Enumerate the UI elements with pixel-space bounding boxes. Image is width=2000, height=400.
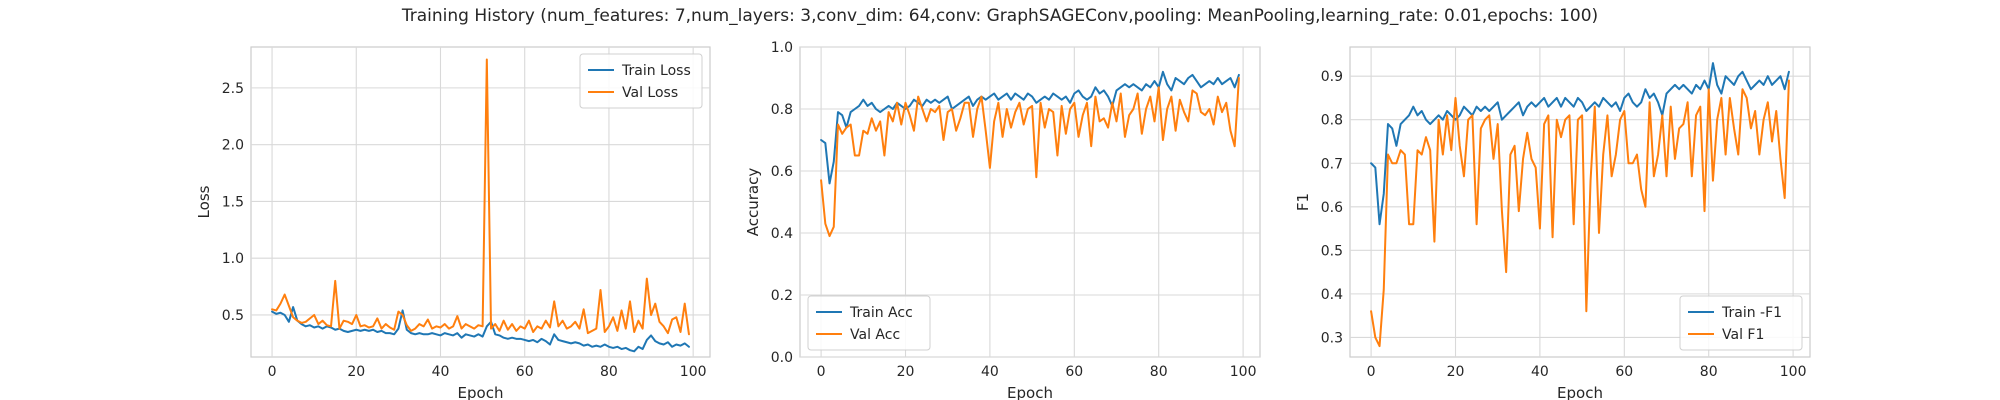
y-tick-label: 0.8 bbox=[771, 102, 793, 118]
legend-label: Train Loss bbox=[621, 63, 691, 79]
x-tick-label: 40 bbox=[981, 364, 999, 380]
x-axis-label: Epoch bbox=[1007, 384, 1053, 400]
y-tick-label: 2.5 bbox=[222, 81, 244, 97]
x-tick-label: 60 bbox=[516, 364, 534, 380]
series-line-train-loss bbox=[271, 306, 690, 353]
x-tick-label: 80 bbox=[1150, 364, 1168, 380]
y-tick-label: 0.5 bbox=[1321, 243, 1343, 259]
x-tick-label: 100 bbox=[680, 364, 707, 380]
legend-label: Train -F1 bbox=[1721, 305, 1782, 321]
legend-label: Train Acc bbox=[849, 305, 913, 321]
legend-box bbox=[1679, 295, 1803, 351]
chart-loss: 0 20 40 60 80 100 0.5 1.0 1.5 2.0 2.5 Epoch Loss Trai… bbox=[195, 46, 711, 400]
x-tick-label: 100 bbox=[1780, 364, 1807, 380]
charts-group: 0 20 40 60 80 100 0.5 1.0 1.5 2.0 2.5 Epoch Loss Trai… bbox=[195, 40, 1811, 400]
legend-label: Val Loss bbox=[622, 85, 678, 101]
y-axis-label: Accuracy bbox=[744, 168, 762, 237]
legend-label: Val F1 bbox=[1722, 327, 1764, 343]
x-tick-label: 0 bbox=[1367, 364, 1376, 380]
chart-f1: 0 20 40 60 80 100 0.3 0.4 0.5 0.6 0.7 0.8 0.9 Epoch F1… bbox=[1294, 46, 1811, 400]
legend: Train Acc Val Acc bbox=[807, 295, 931, 351]
y-tick-label: 1.0 bbox=[222, 251, 244, 267]
x-tick-label: 20 bbox=[1447, 364, 1465, 380]
series-line-val-f1 bbox=[1370, 79, 1790, 348]
y-tick-label: 0.2 bbox=[771, 288, 793, 304]
y-axis-label: F1 bbox=[1294, 193, 1312, 211]
legend-label: Val Acc bbox=[850, 327, 900, 343]
series-line-val-acc bbox=[820, 77, 1240, 238]
y-tick-label: 1.5 bbox=[222, 194, 244, 210]
legend-box bbox=[807, 295, 931, 351]
y-tick-label: 0.9 bbox=[1321, 69, 1343, 85]
series-line-train-f1 bbox=[1370, 62, 1790, 226]
y-tick-label: 0.8 bbox=[1321, 113, 1343, 129]
x-tick-label: 20 bbox=[897, 364, 915, 380]
y-tick-label: 1.0 bbox=[771, 40, 793, 56]
y-tick-label: 0.4 bbox=[1321, 287, 1343, 303]
legend: Train -F1 Val F1 bbox=[1679, 295, 1803, 351]
y-tick-label: 0.4 bbox=[771, 226, 793, 242]
x-tick-label: 80 bbox=[600, 364, 618, 380]
y-tick-label: 0.3 bbox=[1321, 330, 1343, 346]
x-tick-label: 40 bbox=[1531, 364, 1549, 380]
x-tick-label: 60 bbox=[1615, 364, 1633, 380]
x-tick-label: 80 bbox=[1700, 364, 1718, 380]
y-tick-label: 0.7 bbox=[1321, 156, 1343, 172]
legend-box bbox=[579, 53, 703, 109]
chart-accuracy: 0 20 40 60 80 100 0.0 0.2 0.4 0.6 0.8 1.0 Epoch Accur… bbox=[744, 40, 1261, 400]
y-axis-label: Loss bbox=[195, 185, 213, 218]
x-tick-label: 40 bbox=[432, 364, 450, 380]
figure-title: Training History (num_features: 7,num_la… bbox=[401, 6, 1598, 26]
x-tick-label: 100 bbox=[1230, 364, 1257, 380]
x-axis-label: Epoch bbox=[458, 384, 504, 400]
series-line-val-loss bbox=[271, 58, 690, 336]
y-tick-label: 2.0 bbox=[222, 138, 244, 154]
y-tick-label: 0.6 bbox=[771, 164, 793, 180]
x-tick-label: 0 bbox=[817, 364, 826, 380]
y-tick-label: 0.0 bbox=[771, 350, 793, 366]
x-axis-label: Epoch bbox=[1557, 384, 1603, 400]
series-line-train-acc bbox=[820, 70, 1240, 185]
x-tick-label: 0 bbox=[268, 364, 277, 380]
y-tick-label: 0.5 bbox=[222, 308, 244, 324]
x-tick-label: 20 bbox=[347, 364, 365, 380]
y-tick-label: 0.6 bbox=[1321, 200, 1343, 216]
legend: Train Loss Val Loss bbox=[579, 53, 703, 109]
x-tick-label: 60 bbox=[1065, 364, 1083, 380]
